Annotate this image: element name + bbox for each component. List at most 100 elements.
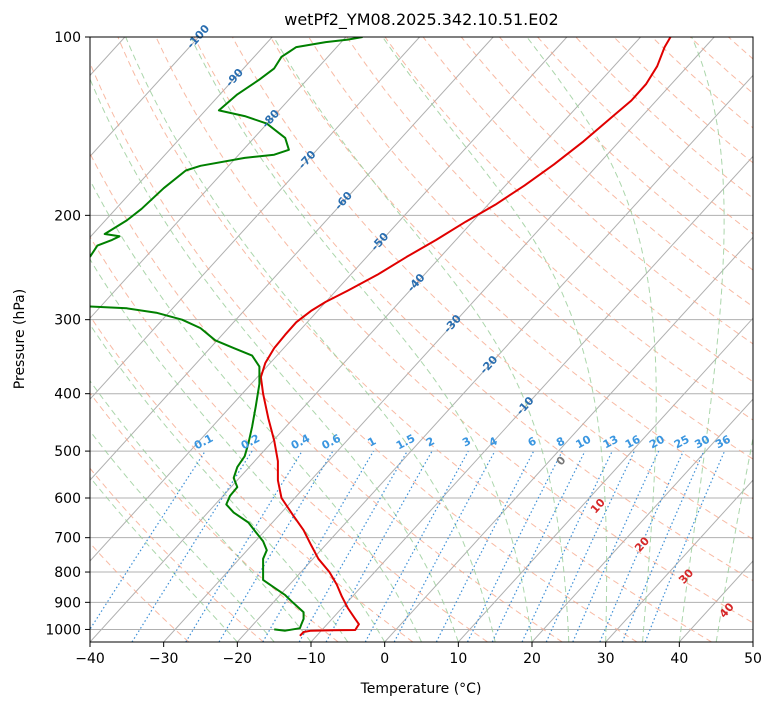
x-tick-label: 30 (597, 651, 615, 667)
y-tick-label: 400 (54, 387, 81, 403)
x-axis-label: Temperature (°C) (360, 681, 482, 697)
mixing-ratio-line (364, 450, 469, 642)
mixing-ratio-line (572, 450, 660, 642)
moist-adiabat-line (90, 430, 275, 642)
moist-adiabat-line (125, 37, 496, 642)
isotherm-line (605, 479, 753, 642)
dry-adiabat-line (90, 61, 638, 642)
x-tick-label: −20 (223, 651, 253, 667)
mixing-ratio-line (131, 450, 253, 642)
y-tick-label: 300 (54, 313, 81, 329)
dry-adiabat-line (155, 37, 753, 624)
dry-adiabat-line (651, 37, 753, 129)
moist-adiabat-line (526, 37, 657, 642)
y-axis-label: Pressure (hPa) (12, 289, 28, 389)
isotherm-line (236, 74, 753, 642)
dry-adiabat-line (460, 37, 753, 308)
dry-adiabat-line (728, 37, 753, 60)
mixing-ratio-line (491, 450, 586, 642)
theta-e-label: 30 (676, 566, 696, 586)
mixing-ratio-line (521, 450, 613, 642)
isotherm-line (90, 37, 273, 238)
plot-frame (89, 36, 754, 643)
mixing-ratio-line (90, 450, 206, 631)
mixing-ratio-label: 0.1 (192, 432, 215, 453)
x-tick-label: −40 (75, 651, 105, 667)
sounding-series (90, 37, 672, 637)
mixing-ratio-label: 36 (713, 433, 733, 452)
moist-adiabat-line (90, 179, 422, 642)
axes: −40 −30 −20 −10 0 10 20 30 40 5010020030040050060… (45, 30, 762, 667)
mixing-ratio-label: 16 (623, 433, 643, 452)
moist-adiabat-line (678, 37, 725, 642)
y-tick-label: 1000 (45, 622, 81, 638)
mixing-ratio-line (298, 450, 408, 642)
mixing-ratio-line (218, 450, 334, 642)
x-tick-label: 50 (744, 651, 762, 667)
moist-adiabat-line (382, 37, 608, 642)
mixing-ratio-line (644, 450, 726, 642)
y-tick-label: 200 (54, 208, 81, 224)
dry-adiabat-line (90, 467, 264, 642)
y-tick-label: 500 (54, 444, 81, 460)
mixing-ratio-label: 6 (526, 434, 539, 449)
dry-adiabat-line (384, 37, 753, 383)
dry-adiabat-line (308, 37, 753, 460)
dewpoint-profile (90, 305, 305, 632)
x-tick-label: 40 (670, 651, 688, 667)
x-tick-label: −10 (296, 651, 326, 667)
moist-adiabat-line (90, 77, 459, 642)
mixing-ratio-line (621, 450, 705, 642)
moist-adiabat-line (90, 380, 312, 642)
isotherm-line (384, 236, 753, 642)
x-tick-label: −30 (149, 651, 179, 667)
theta-e-label: 0 (554, 453, 569, 468)
dry-adiabat-line (346, 37, 753, 421)
y-tick-label: 100 (54, 30, 81, 46)
mixing-ratio-label: 1 (365, 434, 378, 449)
mixing-ratio-label: 0.4 (289, 432, 313, 453)
temperature-profile (259, 37, 672, 637)
dry-adiabat-line (422, 37, 753, 345)
y-tick-label: 900 (54, 595, 81, 611)
x-tick-label: 0 (380, 651, 389, 667)
mixing-ratio-line (466, 450, 563, 642)
dry-adiabat-line (90, 542, 190, 642)
mixing-ratio-label: 30 (692, 433, 712, 452)
isotherm-line (90, 37, 568, 562)
dry-adiabat-line (689, 37, 753, 94)
x-tick-label: 20 (523, 651, 541, 667)
moist-adiabat-line (90, 258, 386, 642)
mixing-ratio-line (599, 450, 684, 642)
mixing-ratio-line (545, 450, 635, 642)
mixing-ratio-line (185, 450, 303, 642)
isotherm-line (90, 37, 641, 642)
dry-adiabat-line (90, 315, 414, 642)
moist-adiabat-line (90, 476, 238, 642)
mixing-ratio-label: 0.2 (239, 432, 262, 453)
mixing-ratio-line (393, 450, 496, 642)
dry-adiabat-line (537, 37, 753, 235)
dry-adiabat-line (117, 37, 712, 642)
isotherm-line (457, 317, 753, 642)
mixing-ratio-line (325, 450, 433, 642)
y-tick-label: 700 (54, 531, 81, 547)
moist-adiabat-line (90, 323, 349, 642)
mixing-ratio-label: 10 (574, 433, 594, 452)
isotherm-line (90, 37, 199, 158)
mixing-ratio-label: 20 (647, 433, 667, 452)
chart-title: wetPf2_YM08.2025.342.10.51.E02 (284, 10, 559, 29)
dry-adiabat-line (90, 392, 339, 642)
mixing-ratio-label: 25 (672, 433, 692, 452)
mixing-ratio-label: 8 (554, 434, 567, 449)
x-tick-label: 10 (449, 651, 467, 667)
dry-adiabat-line (767, 37, 775, 642)
moist-adiabat-line (190, 37, 533, 642)
isotherm-line (90, 37, 420, 400)
dry-adiabat-line (270, 37, 753, 500)
moist-adiabat-line (273, 37, 570, 642)
isotherm-line (531, 398, 753, 642)
line-labels: 0.1 0.2 0.4 0.6 1 1.5 2 3 4 6 8 10 13 16 20 25 30 36-100-… (184, 22, 737, 621)
dry-adiabat-line (575, 37, 753, 199)
